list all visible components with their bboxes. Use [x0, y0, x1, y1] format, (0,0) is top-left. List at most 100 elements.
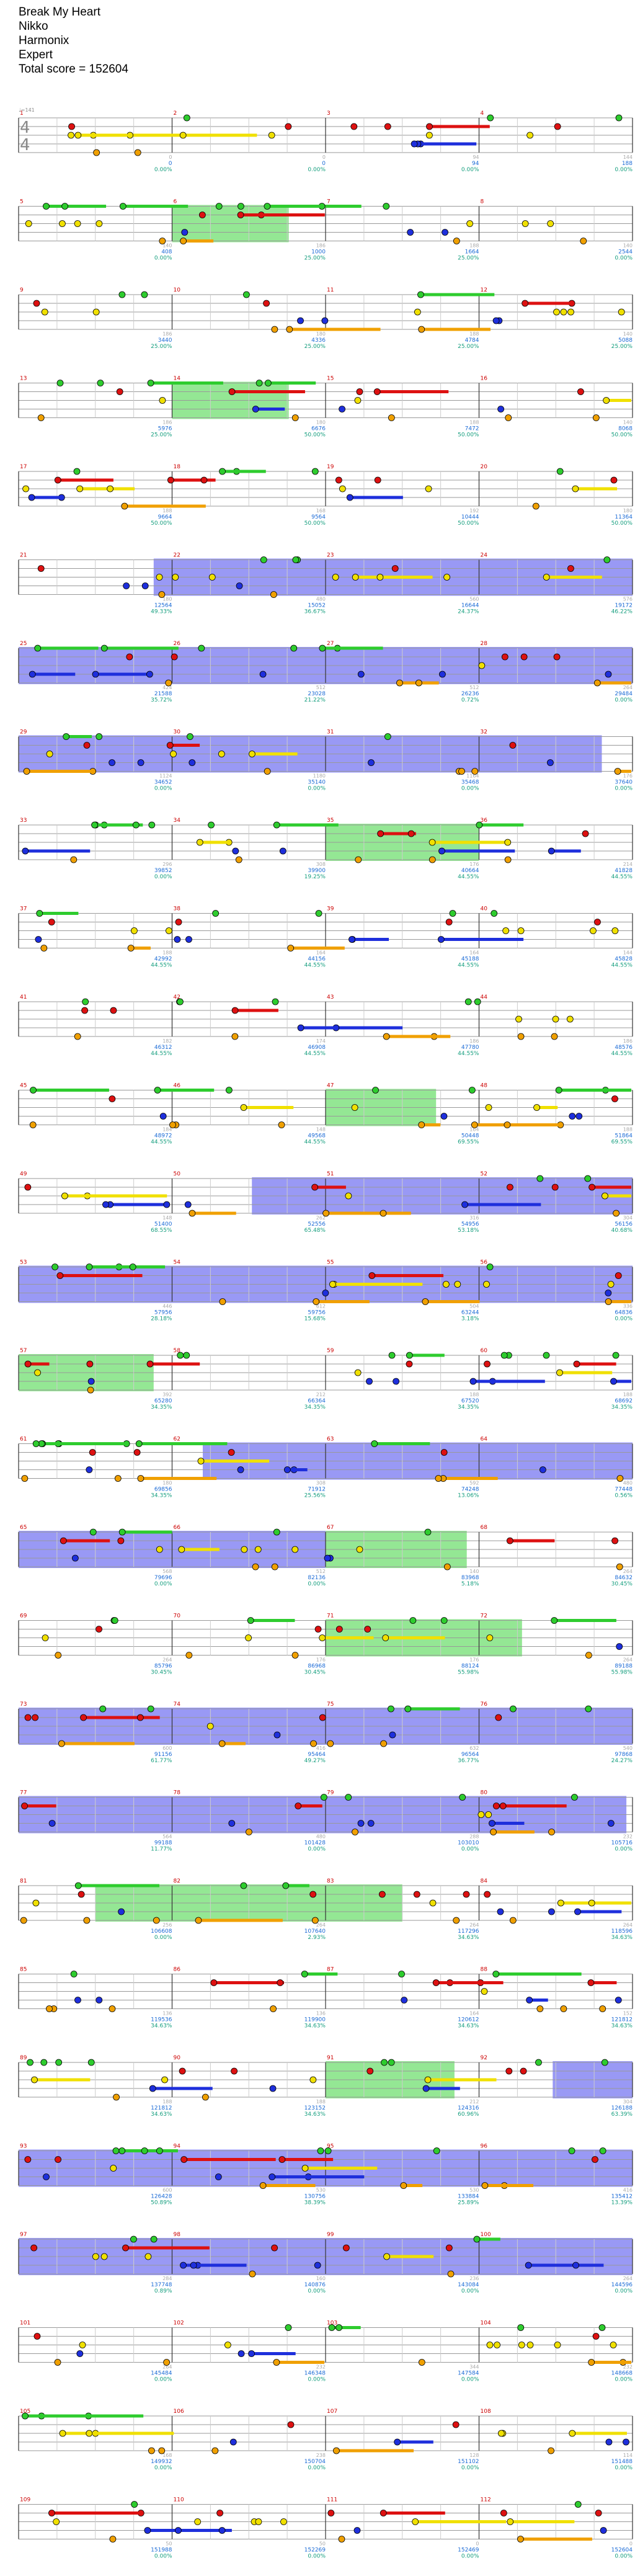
- blue-note: [407, 229, 414, 236]
- blue-note: [279, 847, 286, 855]
- green-note: [27, 2059, 33, 2066]
- green-note: [34, 644, 42, 652]
- measure-number: 102: [174, 2320, 184, 2327]
- green-note: [398, 1971, 405, 1977]
- blue-sustain: [301, 1026, 337, 1030]
- yellow-sustain: [87, 1194, 167, 1198]
- measure-note-score: 164: [469, 1127, 479, 1133]
- green-sustain: [46, 205, 66, 208]
- orange-note: [287, 945, 295, 952]
- measure-percent: 25.00%: [151, 432, 172, 439]
- yellow-sustain: [332, 1283, 360, 1286]
- green-note: [555, 1087, 562, 1094]
- orange-note: [270, 591, 277, 598]
- measure-number: 65: [20, 1525, 27, 1531]
- green-note: [118, 1528, 126, 1536]
- orange-note: [490, 1829, 497, 1835]
- measure-percent: 63.39%: [611, 2111, 633, 2118]
- measure-note-score: 192: [469, 508, 479, 514]
- yellow-note: [426, 131, 433, 139]
- blue-note: [29, 671, 36, 678]
- measure-note-score: 530: [316, 2188, 326, 2193]
- red-note: [553, 653, 561, 661]
- measure-note-score: 416: [623, 2188, 633, 2193]
- measure-number: 31: [327, 729, 334, 736]
- measure-cumulative-score: 106608: [151, 1928, 172, 1935]
- measure-percent: 0.00%: [461, 1847, 479, 1853]
- yellow-note: [486, 1634, 494, 1641]
- orange-note: [614, 768, 621, 775]
- measure-note-score: 140: [469, 1569, 479, 1574]
- measure-number: 46: [174, 1083, 181, 1089]
- measure-number: 9: [20, 287, 24, 293]
- measure-cumulative-score: 48576: [615, 1045, 633, 1051]
- yellow-note: [61, 1192, 68, 1200]
- orange-note: [252, 1563, 259, 1571]
- measure-percent: 0.00%: [154, 786, 172, 792]
- green-note: [156, 2147, 163, 2154]
- measure-percent: 0.00%: [308, 1847, 326, 1853]
- measure-number: 85: [20, 1967, 27, 1973]
- tempo-marker: ♩=141: [19, 107, 35, 113]
- yellow-note: [79, 2342, 86, 2348]
- blue-note: [353, 2527, 361, 2534]
- measure-note-score: 304: [623, 2099, 633, 2105]
- measure-cumulative-score: 143084: [458, 2282, 479, 2288]
- blue-note: [74, 1997, 81, 2003]
- blue-sustain: [110, 1203, 167, 1206]
- green-note: [118, 2147, 126, 2154]
- measure-cumulative-score: 144596: [611, 2282, 633, 2288]
- measure-cumulative-score: 66364: [308, 1398, 326, 1404]
- red-note: [210, 1979, 218, 1986]
- green-note: [598, 2324, 606, 2331]
- yellow-note: [533, 1104, 540, 1111]
- green-sustain: [267, 205, 322, 208]
- red-sustain: [510, 1539, 555, 1543]
- blue-note: [159, 1113, 167, 1120]
- measure-percent: 0.72%: [461, 697, 479, 703]
- measure-cumulative-score: 12564: [154, 603, 172, 609]
- blue-sustain: [251, 2352, 296, 2355]
- orange-sustain: [336, 2449, 414, 2453]
- red-sustain: [282, 2158, 334, 2161]
- orange-note: [246, 1829, 252, 1835]
- measure-number: 56: [481, 1260, 488, 1266]
- yellow-sustain: [536, 1106, 558, 1109]
- green-note: [119, 203, 127, 210]
- measure-percent: 44.55%: [458, 1051, 479, 1057]
- yellow-note: [494, 2342, 500, 2348]
- yellow-sustain: [427, 2078, 497, 2082]
- measure-cumulative-score: 6676: [311, 426, 326, 432]
- yellow-note: [255, 2518, 262, 2525]
- measure-note-score: 336: [623, 1304, 633, 1309]
- measure-note-score: 136: [162, 2011, 172, 2017]
- red-note: [356, 388, 363, 395]
- measure-note-score: 344: [469, 2364, 479, 2370]
- red-sustain: [171, 478, 216, 482]
- green-note: [319, 644, 326, 652]
- red-note: [30, 2244, 38, 2252]
- orange-note: [291, 1652, 299, 1659]
- measure-cumulative-score: 103010: [458, 1840, 479, 1847]
- measure-number: 81: [20, 1878, 27, 1884]
- blue-sustain: [441, 938, 524, 941]
- orange-note: [109, 2005, 116, 2012]
- measure-number: 35: [327, 818, 334, 824]
- yellow-note: [345, 1192, 352, 1200]
- red-sustain: [58, 478, 113, 482]
- blue-note: [273, 1731, 281, 1739]
- red-note: [440, 1449, 448, 1456]
- orange-note: [55, 1652, 62, 1659]
- measure-note-score: 296: [162, 862, 172, 867]
- measure-cumulative-score: 45828: [615, 956, 633, 963]
- measure-percent: 69.55%: [611, 1139, 633, 1146]
- yellow-note: [53, 2518, 60, 2525]
- measure-number: 15: [327, 376, 334, 382]
- measure-cumulative-score: 94: [472, 161, 479, 167]
- blue-sustain: [613, 1379, 631, 1383]
- yellow-note: [603, 397, 610, 404]
- measure-note-score: 188: [469, 331, 479, 337]
- blue-note: [393, 1378, 400, 1385]
- measure-number: 90: [174, 2055, 181, 2061]
- green-note: [243, 291, 250, 298]
